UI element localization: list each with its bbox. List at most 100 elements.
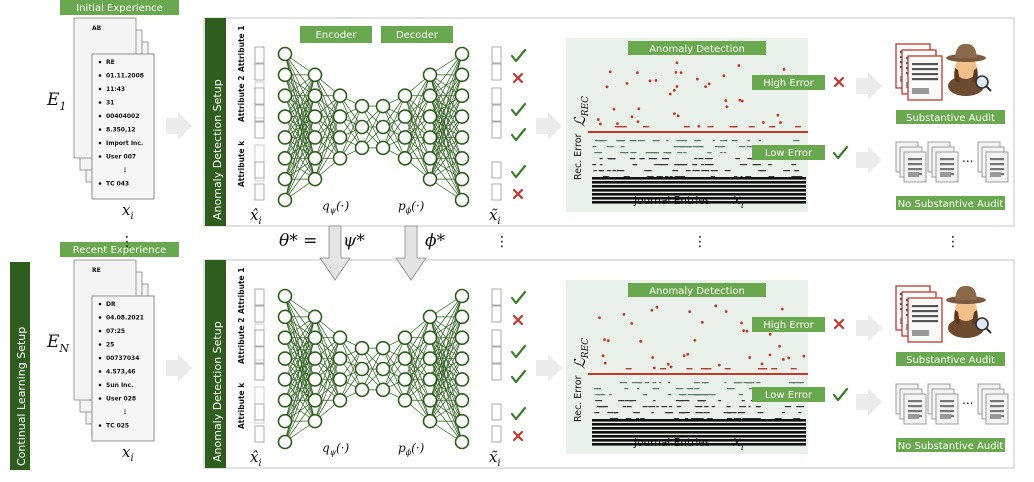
low-error-point — [625, 418, 632, 420]
low-error-point — [754, 164, 762, 166]
low-error-point — [618, 400, 625, 402]
document-field: 04.08.2021 — [106, 315, 144, 322]
low-error-point — [714, 146, 722, 148]
low-error-point — [747, 140, 751, 142]
low-error-point — [739, 406, 747, 408]
doc-line — [912, 315, 938, 318]
network-node — [422, 330, 438, 346]
high-error-point — [686, 352, 690, 356]
doc-line — [940, 172, 951, 177]
low-error-point — [774, 418, 782, 420]
low-error-point — [639, 158, 645, 160]
network-edge — [314, 379, 341, 422]
anomaly-title: Anomaly Detection — [649, 44, 745, 55]
normal-document-lines — [908, 158, 922, 177]
high-error-point — [745, 329, 749, 333]
network-node — [454, 434, 470, 450]
network-edge — [429, 379, 463, 422]
low-error-point — [650, 152, 659, 154]
network-node — [375, 119, 391, 135]
network-node — [307, 351, 323, 366]
input-cell — [254, 346, 265, 364]
low-error-point — [723, 152, 727, 154]
high-error-label: High Error — [763, 78, 814, 89]
doc-line — [990, 163, 1004, 166]
network-edge — [382, 337, 406, 390]
low-error-point — [651, 158, 656, 160]
low-error-point — [768, 164, 772, 166]
high-error-point — [637, 107, 641, 111]
network-node — [277, 434, 293, 450]
low-error-box — [752, 387, 825, 402]
check-icon — [510, 164, 527, 179]
decoder-formula: pϕ(·) — [398, 199, 425, 215]
document-field: User 007 — [106, 154, 136, 161]
high-error-point — [700, 320, 704, 324]
low-error-point — [679, 146, 688, 148]
low-error-point — [599, 164, 603, 166]
document-field: 00737034 — [106, 355, 139, 362]
documents-ellipsis: ... — [962, 151, 973, 165]
doc-line — [990, 168, 1004, 171]
low-error-point — [664, 176, 669, 178]
low-error-point — [647, 176, 654, 178]
network-edge — [382, 95, 406, 148]
high-error-point — [674, 71, 678, 74]
low-error-point — [629, 400, 633, 402]
network-edge — [284, 316, 316, 401]
low-error-point — [640, 140, 645, 142]
high-error-point — [668, 92, 672, 96]
doc-line — [912, 88, 929, 94]
attribute-label: Attribute 1 — [237, 26, 246, 72]
network-edge — [429, 137, 463, 180]
low-error-point — [757, 412, 764, 414]
low-error-point — [644, 394, 648, 396]
low-error-point — [607, 158, 612, 160]
input-cell — [254, 46, 265, 64]
low-error-point — [720, 140, 728, 142]
document-field: 31 — [106, 100, 114, 107]
document-field: 25 — [106, 342, 114, 349]
journal-var-label: xi — [733, 434, 744, 453]
input-group — [254, 323, 265, 361]
low-error-point — [661, 406, 668, 408]
network-edge — [284, 74, 316, 159]
substantive-audit-label: Substantive Audit — [906, 355, 995, 366]
network-node — [397, 392, 413, 408]
low-error-point — [687, 394, 694, 396]
setup-label: Anomaly Detection Setup — [211, 321, 224, 462]
network-edge — [284, 74, 316, 138]
low-error-line — [592, 419, 806, 422]
low-error-point — [746, 382, 753, 384]
no-substantive-audit-box — [896, 438, 1005, 452]
network-node — [397, 372, 413, 387]
high-error-point — [630, 115, 634, 119]
low-error-point — [734, 382, 742, 384]
network-node — [354, 119, 370, 135]
network-edge — [361, 347, 384, 391]
attribute-label: Attribute 2 — [237, 76, 246, 122]
network-node — [422, 67, 438, 83]
high-error-point — [606, 339, 610, 343]
autoencoder-network — [277, 46, 470, 208]
low-error-point — [619, 382, 628, 384]
document-field: User 028 — [106, 396, 136, 403]
anomaly-title-box — [628, 283, 766, 297]
network-edge — [284, 400, 316, 443]
low-error-point — [726, 406, 730, 408]
network-edge — [284, 379, 316, 443]
experience-label: Initial Experience — [76, 3, 163, 14]
document-field: Import Inc. — [106, 140, 143, 147]
network-node — [277, 192, 293, 208]
high-error-point — [652, 366, 656, 370]
phi-star-label: ϕ* — [425, 231, 446, 251]
low-error-point — [630, 152, 637, 154]
network-edge — [404, 74, 431, 159]
check-icon — [510, 369, 527, 384]
low-error-point — [794, 170, 798, 172]
low-error-point — [620, 152, 626, 154]
document-field: ⋮ — [122, 409, 128, 416]
document-header: RE — [92, 267, 101, 274]
low-error-point — [598, 170, 602, 172]
doc-line — [912, 310, 938, 313]
